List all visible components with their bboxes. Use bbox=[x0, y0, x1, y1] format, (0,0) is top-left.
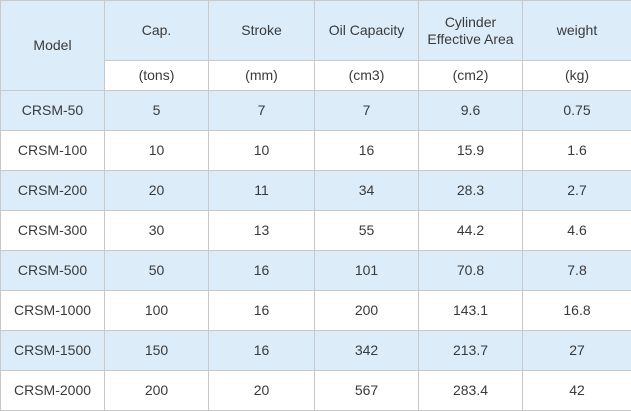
stroke-cell: 10 bbox=[208, 130, 315, 171]
cap-cell: 100 bbox=[104, 290, 209, 331]
cap-cell: 50 bbox=[104, 250, 209, 291]
cap-cell: 30 bbox=[104, 210, 209, 251]
model-cell: CRSM-300 bbox=[0, 210, 105, 251]
model-cell: CRSM-200 bbox=[0, 170, 105, 211]
weight-cell: 16.8 bbox=[522, 290, 631, 331]
stroke-unit: (mm) bbox=[208, 60, 315, 91]
model-cell: CRSM-1000 bbox=[0, 290, 105, 331]
table-row: CRSM-500 50 16 101 70.8 7.8 bbox=[0, 250, 631, 291]
stroke-cell: 20 bbox=[208, 370, 315, 411]
model-cell: CRSM-100 bbox=[0, 130, 105, 171]
cylinder-area-header-line1: Cylinder bbox=[444, 13, 497, 30]
units-row: (tons) (mm) (cm3) (cm2) (kg) bbox=[1, 60, 631, 91]
table-row: CRSM-1500 150 16 342 213.7 27 bbox=[0, 330, 631, 371]
weight-cell: 1.6 bbox=[522, 130, 631, 171]
stroke-cell: 16 bbox=[208, 330, 315, 371]
cylinder-area-unit: (cm2) bbox=[418, 60, 523, 91]
oil-capacity-unit: (cm3) bbox=[314, 60, 419, 91]
cap-cell: 20 bbox=[104, 170, 209, 211]
oil-capacity-cell: 16 bbox=[314, 130, 419, 171]
model-cell: CRSM-50 bbox=[0, 90, 105, 131]
cylinder-area-cell: 213.7 bbox=[418, 330, 523, 371]
cap-cell: 150 bbox=[104, 330, 209, 371]
weight-header: weight bbox=[522, 0, 631, 61]
weight-cell: 27 bbox=[522, 330, 631, 371]
cylinder-area-cell: 28.3 bbox=[418, 170, 523, 211]
weight-cell: 42 bbox=[522, 370, 631, 411]
oil-capacity-cell: 101 bbox=[314, 250, 419, 291]
table-row: CRSM-2000 200 20 567 283.4 42 bbox=[0, 370, 631, 411]
oil-capacity-cell: 55 bbox=[314, 210, 419, 251]
oil-capacity-cell: 7 bbox=[314, 90, 419, 131]
oil-capacity-header: Oil Capacity bbox=[314, 0, 419, 61]
stroke-cell: 11 bbox=[208, 170, 315, 211]
stroke-cell: 16 bbox=[208, 290, 315, 331]
cylinder-area-header: Cylinder Effective Area bbox=[418, 0, 523, 61]
oil-capacity-cell: 567 bbox=[314, 370, 419, 411]
cylinder-area-cell: 9.6 bbox=[418, 90, 523, 131]
weight-cell: 2.7 bbox=[522, 170, 631, 211]
table-row: CRSM-50 5 7 7 9.6 0.75 bbox=[0, 90, 631, 131]
header-row: Model Cap. Stroke Oil Capacity Cylinder … bbox=[0, 0, 631, 91]
oil-capacity-cell: 200 bbox=[314, 290, 419, 331]
stroke-cell: 7 bbox=[208, 90, 315, 131]
cylinder-area-cell: 15.9 bbox=[418, 130, 523, 171]
cylinder-area-cell: 283.4 bbox=[418, 370, 523, 411]
model-cell: CRSM-1500 bbox=[0, 330, 105, 371]
cylinder-area-cell: 70.8 bbox=[418, 250, 523, 291]
stroke-cell: 16 bbox=[208, 250, 315, 291]
cap-cell: 200 bbox=[104, 370, 209, 411]
cap-header: Cap. bbox=[104, 0, 209, 61]
stroke-cell: 13 bbox=[208, 210, 315, 251]
cap-unit: (tons) bbox=[104, 60, 209, 91]
oil-capacity-cell: 34 bbox=[314, 170, 419, 211]
weight-cell: 4.6 bbox=[522, 210, 631, 251]
table-row: CRSM-1000 100 16 200 143.1 16.8 bbox=[0, 290, 631, 331]
weight-cell: 7.8 bbox=[522, 250, 631, 291]
cylinder-area-header-line2: Effective Area bbox=[427, 30, 514, 47]
weight-unit: (kg) bbox=[522, 60, 631, 91]
cap-cell: 10 bbox=[104, 130, 209, 171]
oil-capacity-cell: 342 bbox=[314, 330, 419, 371]
model-cell: CRSM-2000 bbox=[0, 370, 105, 411]
weight-cell: 0.75 bbox=[522, 90, 631, 131]
table-row: CRSM-100 10 10 16 15.9 1.6 bbox=[0, 130, 631, 171]
stroke-header: Stroke bbox=[208, 0, 315, 61]
table-row: CRSM-300 30 13 55 44.2 4.6 bbox=[0, 210, 631, 251]
model-cell: CRSM-500 bbox=[0, 250, 105, 291]
model-header: Model bbox=[0, 0, 105, 91]
cap-cell: 5 bbox=[104, 90, 209, 131]
cylinder-area-cell: 143.1 bbox=[418, 290, 523, 331]
table-row: CRSM-200 20 11 34 28.3 2.7 bbox=[0, 170, 631, 211]
cylinder-area-cell: 44.2 bbox=[418, 210, 523, 251]
